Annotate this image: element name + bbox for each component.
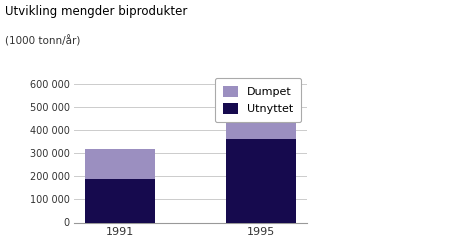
Legend: Dumpet, Utnyttet: Dumpet, Utnyttet <box>215 78 301 122</box>
Text: Utvikling mengder biprodukter: Utvikling mengder biprodukter <box>5 5 187 18</box>
Bar <box>226 140 296 222</box>
Bar <box>226 84 296 140</box>
Bar <box>85 179 155 222</box>
Text: (1000 tonn/år): (1000 tonn/år) <box>5 35 80 46</box>
Bar <box>85 149 155 179</box>
